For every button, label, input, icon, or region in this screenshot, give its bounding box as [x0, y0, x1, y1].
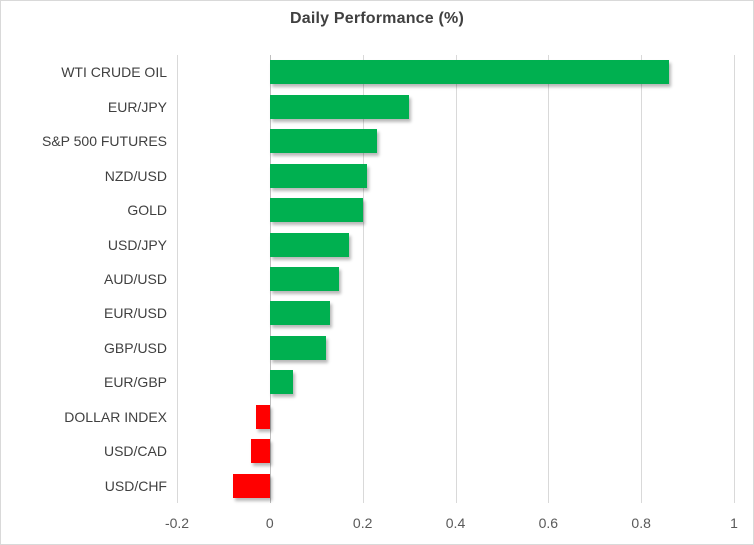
category-label: USD/CHF: [104, 477, 167, 494]
category-label: DOLLAR INDEX: [64, 408, 167, 425]
bar-aud-usd: [269, 266, 340, 291]
category-label: USD/CAD: [103, 443, 167, 460]
bar-usd-cad: [251, 439, 270, 464]
bar-eur-gbp: [269, 370, 294, 395]
category-label: NZD/USD: [104, 167, 167, 184]
category-label: EUR/GBP: [103, 374, 167, 391]
bar-row: [177, 124, 734, 158]
category-label: GOLD: [127, 202, 167, 219]
bar-row: [177, 158, 734, 192]
bar-dollar-index: [255, 404, 270, 429]
category-label: GBP/USD: [103, 339, 167, 356]
bar-row: [177, 55, 734, 89]
category-label: USD/JPY: [107, 236, 167, 253]
gridline: [455, 55, 457, 503]
bar-row: [177, 193, 734, 227]
x-tick-label: 0.6: [538, 515, 559, 531]
gridline: [734, 55, 735, 503]
gridline: [548, 55, 550, 503]
value-axis: -0.2 0 0.2 0.4 0.6 0.8 1: [165, 513, 738, 535]
category-axis: WTI CRUDE OIL EUR/JPY S&P 500 FUTURES NZD/U…: [1, 55, 177, 503]
bar-row: [177, 262, 734, 296]
bar-eur-usd: [269, 301, 331, 326]
category-label: EUR/USD: [103, 305, 167, 322]
x-tick-label: 0.8: [631, 515, 651, 531]
x-tick-label: 0.2: [352, 515, 373, 531]
bar-usd-jpy: [269, 232, 349, 257]
x-tick-label: 1: [730, 515, 738, 531]
bar-gbp-usd: [269, 335, 326, 360]
bar-row: [177, 89, 734, 123]
bar-gold: [269, 198, 363, 223]
category-label: EUR/JPY: [107, 98, 167, 115]
bar-row: [177, 434, 734, 468]
bar-row: [177, 400, 734, 434]
bar-nzd-usd: [269, 163, 368, 188]
bar-row: [177, 331, 734, 365]
gridline: [177, 55, 178, 503]
gridline: [641, 55, 643, 503]
bar-row: [177, 365, 734, 399]
bar-row: [177, 296, 734, 330]
x-tick-label: 0.4: [445, 515, 466, 531]
x-tick-label: 0: [265, 515, 274, 531]
bar-wti-crude-oil: [269, 60, 669, 85]
bar-s-p-500-futures: [269, 129, 377, 154]
bar-row: [177, 227, 734, 261]
category-label: AUD/USD: [103, 270, 167, 287]
gridline: [362, 55, 364, 503]
chart-title: Daily Performance (%): [289, 10, 465, 27]
bar-series: [177, 55, 734, 503]
plot-area: [177, 55, 735, 503]
bar-usd-chf: [232, 473, 270, 498]
category-label: WTI CRUDE OIL: [61, 64, 167, 81]
x-tick-label: -0.2: [164, 515, 190, 531]
category-label: S&P 500 FUTURES: [41, 133, 167, 150]
bar-row: [177, 469, 734, 503]
bar-eur-jpy: [269, 94, 410, 119]
